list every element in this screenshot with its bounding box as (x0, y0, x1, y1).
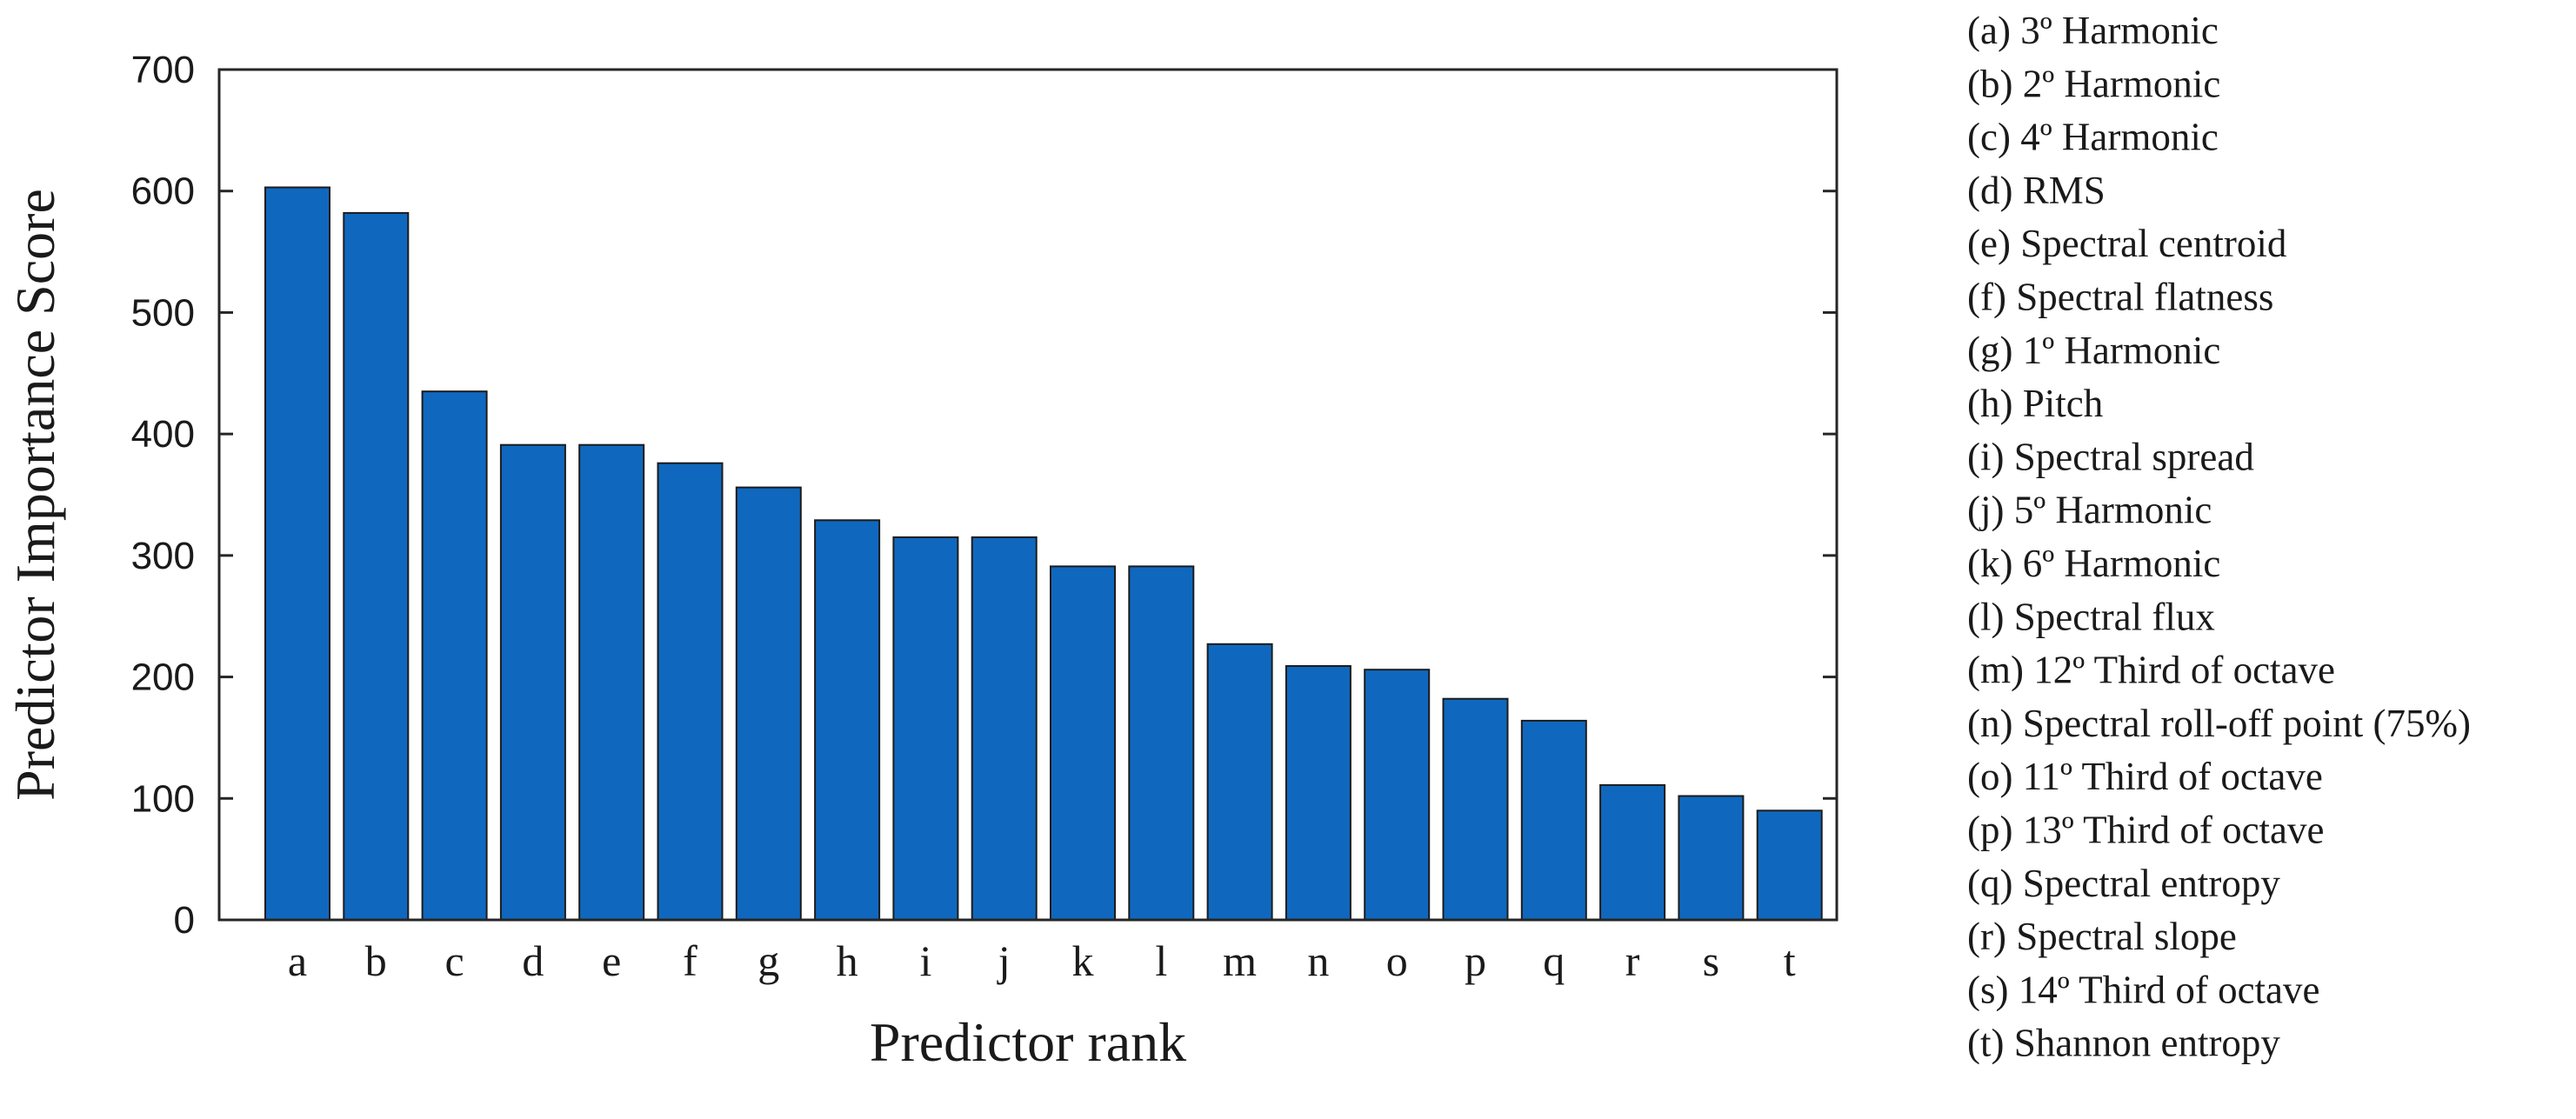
bar-c (421, 390, 488, 921)
x-tick-label-k: k (1072, 936, 1094, 985)
bar-f (657, 462, 724, 921)
bar-q (1520, 719, 1587, 922)
legend-item-r: (r) Spectral slope (1967, 915, 2237, 958)
legend-item-o: (o) 11º Third of octave (1967, 755, 2323, 798)
legend-item-c: (c) 4º Harmonic (1967, 116, 2219, 159)
y-tick-label-400: 400 (131, 413, 195, 456)
legend-item-d: (d) RMS (1967, 169, 2106, 212)
x-tick-label-i: i (919, 936, 931, 985)
bar-s (1678, 795, 1745, 921)
x-tick-label-r: r (1625, 936, 1640, 985)
x-tick-label-o: o (1386, 936, 1408, 985)
y-tick-label-200: 200 (131, 656, 195, 699)
bar-e (578, 443, 645, 921)
legend: (a) 3º Harmonic (b) 2º Harmonic (c) 4º Har… (1967, 9, 2471, 1065)
x-tick-label-a: a (288, 936, 307, 985)
legend-item-k: (k) 6º Harmonic (1967, 542, 2220, 585)
bar-i (892, 536, 959, 922)
bar-a (264, 186, 330, 921)
x-tick-label-l: l (1155, 936, 1167, 985)
x-tick-label-g: g (757, 936, 779, 985)
y-tick-label-300: 300 (131, 535, 195, 577)
x-tick-label-q: q (1543, 936, 1565, 985)
y-tick-label-700: 700 (131, 49, 195, 91)
bar-h (814, 519, 881, 921)
bar-l (1128, 565, 1195, 922)
legend-item-i: (i) Spectral spread (1967, 435, 2254, 478)
legend-item-b: (b) 2º Harmonic (1967, 62, 2220, 105)
legend-item-e: (e) Spectral centroid (1967, 222, 2286, 265)
legend-item-p: (p) 13º Third of octave (1967, 809, 2325, 852)
bar-d (499, 443, 566, 921)
legend-item-g: (g) 1º Harmonic (1967, 329, 2220, 372)
legend-item-h: (h) Pitch (1967, 382, 2103, 425)
legend-item-s: (s) 14º Third of octave (1967, 968, 2320, 1011)
x-axis-title: Predictor rank (870, 1011, 1186, 1073)
bar-g (735, 486, 802, 921)
plot-frame (217, 68, 1839, 922)
x-tick-label-e: e (602, 936, 621, 985)
bar-r (1599, 783, 1666, 922)
legend-item-m: (m) 12º Third of octave (1967, 649, 2335, 692)
x-tick-label-j: j (997, 936, 1011, 985)
y-tick-label-100: 100 (131, 777, 195, 820)
x-axis-ticks: a b c d e f g h i j k l m n o p q r s t (288, 936, 1796, 985)
legend-item-t: (t) Shannon entropy (1967, 1022, 2280, 1065)
bar-n (1285, 665, 1351, 921)
x-tick-label-b: b (365, 936, 387, 985)
legend-item-f: (f) Spectral flatness (1967, 276, 2273, 319)
x-tick-label-m: m (1223, 936, 1257, 985)
bar-b (343, 211, 410, 921)
bar-t (1756, 809, 1823, 921)
x-tick-label-t: t (1784, 936, 1796, 985)
legend-item-q: (q) Spectral entropy (1967, 862, 2280, 905)
bar-j (971, 536, 1038, 922)
y-axis-title: Predictor Importance Score (4, 189, 66, 801)
legend-item-a: (a) 3º Harmonic (1967, 9, 2219, 52)
bars-group (264, 186, 1823, 922)
bar-m (1206, 643, 1273, 921)
y-tick-label-600: 600 (131, 170, 195, 213)
bar-o (1364, 669, 1431, 921)
x-tick-label-f: f (683, 936, 697, 985)
x-tick-label-s: s (1703, 936, 1719, 985)
bar-p (1442, 697, 1509, 922)
x-tick-label-c: c (444, 936, 464, 985)
bar-k (1050, 565, 1116, 922)
y-tick-label-500: 500 (131, 291, 195, 334)
legend-item-l: (l) Spectral flux (1967, 595, 2215, 638)
x-tick-label-h: h (837, 936, 858, 985)
y-tick-label-0: 0 (174, 899, 195, 942)
legend-item-j: (j) 5º Harmonic (1967, 489, 2212, 532)
x-tick-label-n: n (1307, 936, 1329, 985)
legend-item-n: (n) Spectral roll-off point (75%) (1967, 702, 2471, 745)
x-tick-label-d: d (522, 936, 544, 985)
x-tick-label-p: p (1465, 936, 1486, 985)
y-axis-ticks: 0 100 200 300 400 500 600 700 (131, 49, 1837, 942)
